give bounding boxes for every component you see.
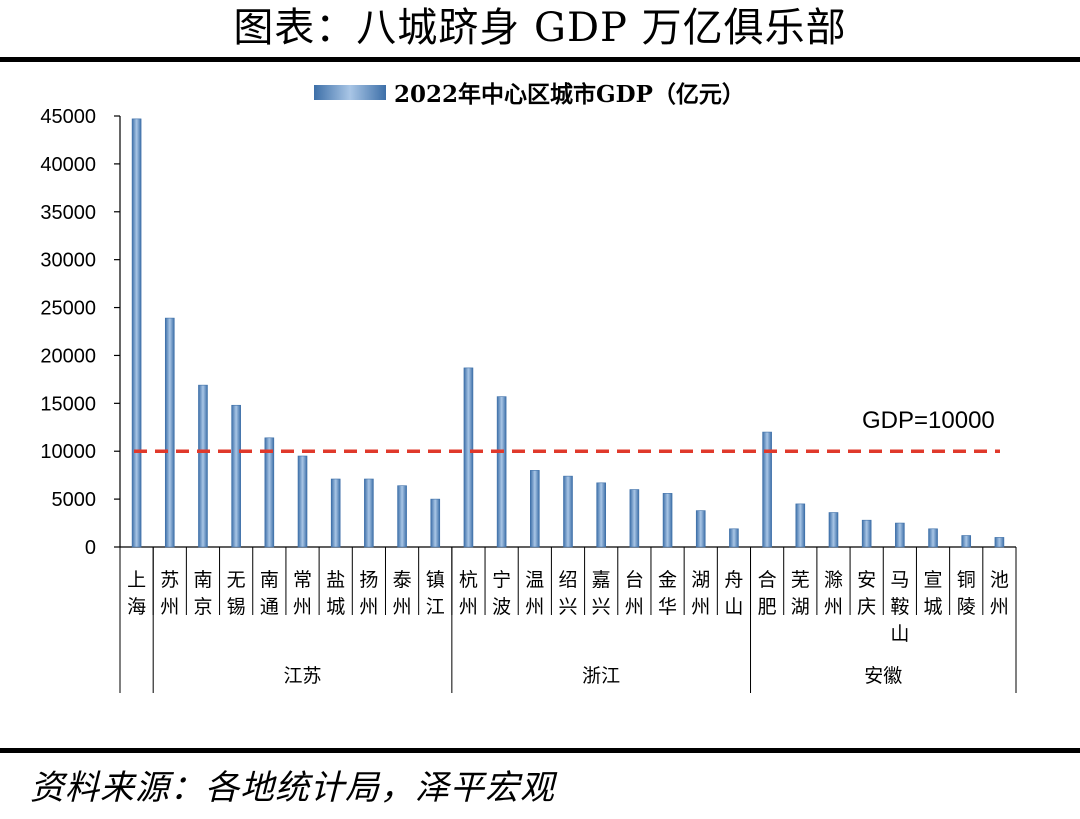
y-tick-label: 15000	[40, 393, 96, 415]
category-label: 杭州	[459, 569, 478, 618]
category-label: 芜湖	[791, 569, 810, 618]
bar-南京	[198, 384, 208, 548]
category-label: 金华	[658, 569, 677, 618]
category-label: 苏州	[160, 569, 179, 618]
y-tick-label: 20000	[40, 345, 96, 367]
category-label: 绍兴	[558, 569, 577, 618]
bar-泰州	[397, 485, 407, 548]
bar-台州	[629, 489, 640, 548]
category-label: 宣城	[924, 569, 943, 618]
category-label: 湖州	[691, 569, 710, 618]
legend-label: 2022年中心区城市GDP（亿元）	[394, 81, 745, 108]
source-note: 资料来源：各地统计局，泽平宏观	[30, 768, 555, 808]
category-label: 滁州	[824, 569, 843, 618]
category-label: 扬州	[359, 569, 378, 618]
category-label: 嘉兴	[592, 569, 611, 618]
bar-芜湖	[795, 503, 806, 548]
y-tick-label: 30000	[40, 250, 96, 272]
category-label: 池州	[990, 569, 1009, 618]
bar-湖州	[695, 510, 706, 548]
category-label: 台州	[625, 569, 644, 618]
bar-无锡	[231, 404, 241, 548]
bar-安庆	[861, 519, 872, 548]
category-label: 舟山	[724, 569, 743, 618]
reference-line-label: GDP=10000	[862, 407, 995, 434]
bar-温州	[530, 470, 540, 548]
category-label: 宁波	[492, 569, 511, 618]
bar-扬州	[364, 478, 374, 548]
figure-title: 图表：八城跻身 GDP 万亿俱乐部	[233, 5, 847, 51]
bar-上海	[131, 118, 142, 548]
y-tick-label: 40000	[40, 154, 96, 176]
y-tick-label: 5000	[52, 489, 97, 511]
top-rule	[0, 57, 1080, 62]
group-label: 浙江	[582, 665, 620, 687]
bar-舟山	[729, 528, 739, 548]
y-tick-label: 0	[85, 537, 96, 559]
bar-金华	[662, 493, 673, 548]
bar-常州	[297, 455, 308, 548]
bar-杭州	[463, 367, 474, 548]
y-tick-label: 35000	[40, 202, 96, 224]
bottom-rule	[0, 748, 1080, 753]
category-label: 铜陵	[957, 569, 976, 618]
category-label: 温州	[525, 569, 544, 618]
gdp-bar-chart: 2022年中心区城市GDP（亿元） 0 5000 10000 15000 20000 250…	[40, 81, 1017, 693]
bar-南通	[264, 437, 275, 548]
bar-宁波	[496, 396, 507, 548]
bar-铜陵	[961, 535, 972, 548]
group-label: 江苏	[284, 665, 322, 687]
y-tick-label: 25000	[40, 298, 96, 320]
bar-绍兴	[563, 475, 573, 548]
category-label: 上海	[127, 569, 146, 618]
category-label: 南通	[260, 569, 279, 618]
category-label: 马鞍山	[890, 569, 909, 645]
y-tick-label: 45000	[40, 106, 96, 128]
category-label: 南京	[193, 569, 212, 618]
bar-嘉兴	[596, 482, 606, 548]
category-label: 无锡	[227, 569, 246, 618]
category-label: 常州	[293, 569, 312, 618]
category-label: 安庆	[857, 569, 876, 618]
bar-马鞍山	[895, 522, 905, 548]
bar-宣城	[928, 528, 938, 548]
category-label: 盐城	[326, 569, 345, 618]
bar-合肥	[762, 431, 772, 548]
category-label: 合肥	[758, 569, 777, 618]
group-label: 安徽	[864, 665, 902, 687]
y-tick-label: 10000	[40, 441, 96, 463]
category-label: 泰州	[393, 569, 412, 618]
category-label: 镇江	[426, 569, 445, 618]
bar-滁州	[828, 512, 839, 548]
bar-盐城	[330, 478, 341, 548]
bar-池州	[994, 537, 1005, 548]
bar-镇江	[430, 498, 441, 548]
bar-苏州	[164, 317, 175, 548]
legend-swatch	[314, 85, 386, 100]
